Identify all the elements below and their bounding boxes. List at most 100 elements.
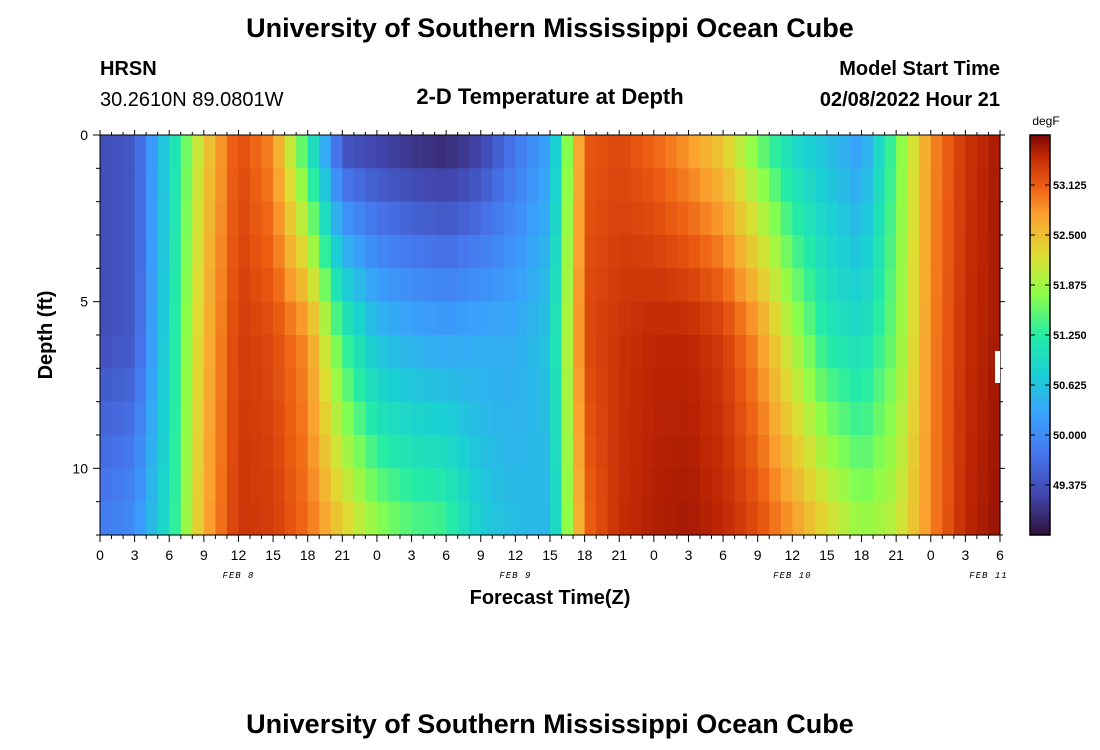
heatmap-cell bbox=[376, 468, 390, 503]
heatmap-cell bbox=[180, 301, 193, 336]
heatmap-cell bbox=[676, 168, 690, 203]
heatmap-cell bbox=[307, 501, 320, 536]
heatmap-cell bbox=[976, 401, 990, 436]
x-tick-label: 6 bbox=[719, 547, 727, 563]
heatmap-cell bbox=[215, 468, 228, 503]
heatmap-cell bbox=[526, 135, 540, 169]
heatmap-cell bbox=[561, 268, 574, 303]
heatmap-cell bbox=[723, 135, 736, 169]
heatmap-cell bbox=[884, 268, 897, 303]
heatmap-cell bbox=[907, 401, 920, 436]
heatmap-cell bbox=[769, 401, 782, 436]
heatmap-cell bbox=[342, 235, 355, 269]
heatmap-cell bbox=[319, 368, 332, 403]
heatmap-cell bbox=[757, 401, 770, 436]
chart-subtitle: 2-D Temperature at Depth bbox=[416, 84, 683, 109]
heatmap-cell bbox=[134, 135, 147, 169]
heatmap-cell bbox=[238, 301, 251, 336]
heatmap-cell bbox=[215, 268, 228, 303]
heatmap-cell bbox=[353, 268, 366, 303]
heatmap-cell bbox=[307, 435, 320, 469]
heatmap-cell bbox=[180, 401, 193, 436]
x-tick-label: 6 bbox=[442, 547, 450, 563]
heatmap-cell bbox=[884, 135, 897, 169]
heatmap-cell bbox=[642, 135, 655, 169]
heatmap-cell bbox=[169, 335, 182, 369]
heatmap-cell bbox=[446, 468, 459, 503]
heatmap-cell bbox=[907, 368, 920, 403]
heatmap-cell bbox=[584, 301, 597, 336]
heatmap-cell bbox=[746, 135, 759, 169]
heatmap-cell bbox=[792, 401, 805, 436]
heatmap-cell bbox=[792, 435, 805, 469]
heatmap-cell bbox=[792, 168, 805, 203]
heatmap-cell bbox=[711, 435, 724, 469]
heatmap-cell bbox=[423, 168, 436, 203]
heatmap-cell bbox=[446, 201, 459, 236]
heatmap-cell bbox=[988, 135, 1001, 169]
heatmap-cell bbox=[607, 201, 620, 236]
heatmap-cell bbox=[584, 135, 597, 169]
heatmap-cell bbox=[965, 368, 978, 403]
heatmap-cell bbox=[400, 335, 413, 369]
day-label: FEB 8 bbox=[222, 571, 254, 581]
heatmap-cell bbox=[942, 268, 955, 303]
heatmap-cell bbox=[976, 501, 990, 536]
heatmap-cell bbox=[896, 268, 909, 303]
heatmap-cell bbox=[146, 135, 159, 169]
heatmap-cell bbox=[480, 268, 493, 303]
heatmap-cell bbox=[919, 301, 932, 336]
heatmap-cell bbox=[815, 435, 828, 469]
heatmap-cell bbox=[769, 235, 782, 269]
x-tick-label: 12 bbox=[231, 547, 247, 563]
heatmap-cell bbox=[423, 301, 436, 336]
heatmap-cell bbox=[446, 335, 459, 369]
heatmap-cell bbox=[319, 501, 332, 536]
heatmap-cell bbox=[503, 468, 516, 503]
heatmap-cell bbox=[215, 201, 228, 236]
heatmap-cell bbox=[492, 435, 505, 469]
heatmap-cell bbox=[100, 268, 113, 303]
heatmap-cell bbox=[653, 235, 666, 269]
heatmap-cell bbox=[896, 401, 909, 436]
heatmap-cell bbox=[284, 268, 297, 303]
heatmap-cell bbox=[261, 135, 274, 169]
heatmap-cell bbox=[792, 135, 805, 169]
heatmap-cell bbox=[526, 235, 540, 269]
heatmap-cell bbox=[953, 135, 966, 169]
heatmap-cell bbox=[826, 301, 840, 336]
heatmap-cell bbox=[850, 168, 863, 203]
heatmap-cell bbox=[492, 335, 505, 369]
heatmap-cell bbox=[342, 135, 355, 169]
heatmap-cell bbox=[319, 401, 332, 436]
heatmap-cell bbox=[596, 335, 609, 369]
heatmap-cell bbox=[919, 468, 932, 503]
heatmap-cell bbox=[526, 435, 540, 469]
colorbar-tick-label: 51.250 bbox=[1053, 330, 1087, 342]
heatmap-cell bbox=[365, 401, 378, 436]
heatmap-cell bbox=[157, 468, 170, 503]
heatmap-cell bbox=[907, 235, 920, 269]
heatmap-cell bbox=[296, 368, 309, 403]
heatmap-cell bbox=[803, 435, 816, 469]
heatmap-cell bbox=[861, 235, 874, 269]
heatmap-cell bbox=[780, 401, 793, 436]
heatmap-cell bbox=[861, 168, 874, 203]
heatmap-cell bbox=[723, 468, 736, 503]
x-tick-label: 15 bbox=[265, 547, 281, 563]
heatmap-cell bbox=[746, 201, 759, 236]
x-tick-label: 0 bbox=[96, 547, 104, 563]
heatmap-cell bbox=[146, 268, 159, 303]
heatmap-cell bbox=[642, 368, 655, 403]
heatmap-cell bbox=[538, 168, 551, 203]
heatmap-cell bbox=[976, 368, 990, 403]
heatmap-cell bbox=[388, 468, 401, 503]
heatmap-cell bbox=[769, 135, 782, 169]
heatmap-cell bbox=[446, 435, 459, 469]
heatmap-cell bbox=[619, 201, 632, 236]
heatmap-cell bbox=[411, 501, 424, 536]
heatmap-cell bbox=[342, 468, 355, 503]
heatmap-cell bbox=[100, 335, 113, 369]
heatmap-cell bbox=[826, 201, 840, 236]
heatmap-cell bbox=[330, 235, 343, 269]
